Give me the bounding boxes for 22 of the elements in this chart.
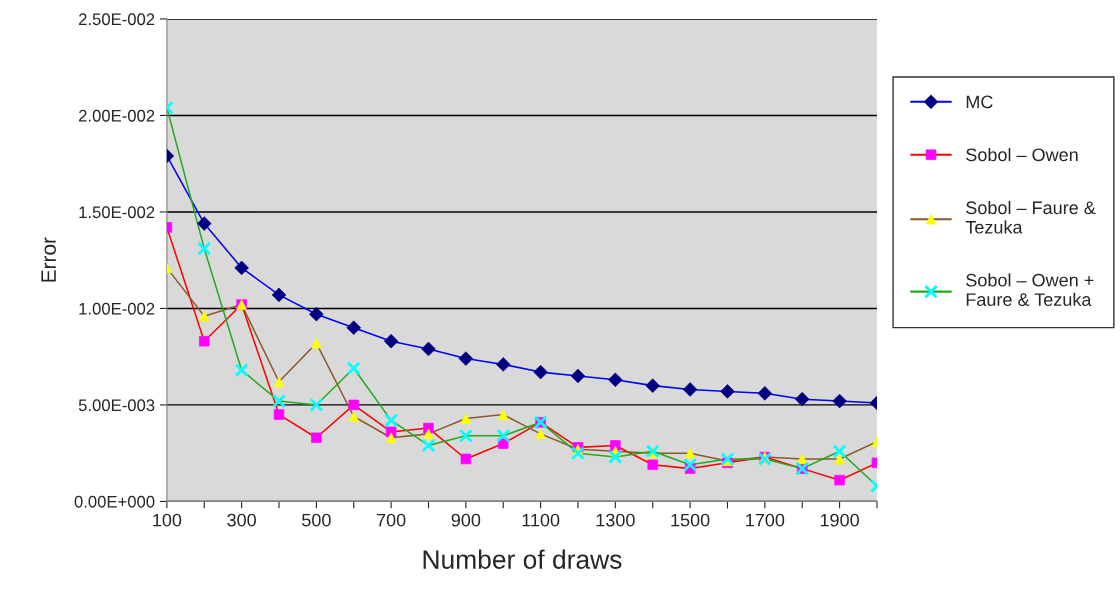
legend-label: Sobol – Owen + Faure & Tezuka [966,273,1094,306]
x-tick-label: 300 [227,513,256,527]
x-tick-label: 1300 [596,513,635,527]
y-tick-label: 5.00E-003 [78,399,155,412]
y-tick-label: 2.00E-002 [79,109,155,122]
x-tick-label: 1700 [746,513,785,527]
x-tick-label: 500 [302,513,331,527]
x-tick-label: 1100 [522,513,560,527]
x-tick-label: 1900 [820,513,859,527]
y-axis-title: Error [41,237,56,282]
legend-label: Sobol – Faure & Tezuka [965,200,1096,234]
legend-label: Sobol – Owen [966,147,1078,162]
x-tick-label: 1500 [671,513,710,527]
x-axis-title: Number of draws [423,549,622,569]
legend-label: MC [966,95,993,109]
y-tick-label: 0.00E+000 [74,495,155,508]
x-tick-label: 700 [376,513,406,527]
y-tick-label: 1.50E-002 [79,206,155,219]
y-tick-label: 1.00E-002 [79,302,155,315]
x-tick-label: 900 [451,513,481,527]
y-tick-label: 2.50E-002 [79,13,155,26]
x-tick-label: 100 [153,513,182,527]
